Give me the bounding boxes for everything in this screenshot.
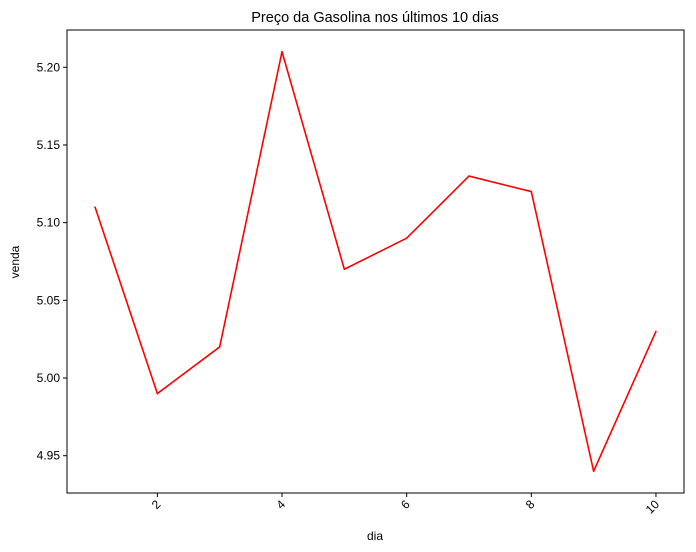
x-axis: 2 4 6 8 10 [149, 493, 662, 517]
x-tick-label: 4 [274, 497, 289, 512]
series-layer [94, 50, 657, 473]
chart-title: Preço da Gasolina nos últimos 10 dias [251, 10, 498, 26]
y-tick-label: 5.00 [37, 371, 61, 385]
data-point [343, 268, 346, 271]
data-point [468, 175, 470, 177]
y-axis: 4.95 5.00 5.05 5.10 5.15 5.20 [37, 60, 67, 463]
data-point [281, 50, 283, 53]
x-tick-label: 10 [643, 497, 663, 517]
x-tick-label: 2 [149, 497, 164, 512]
y-tick-label: 5.20 [37, 60, 61, 74]
data-point [405, 237, 408, 239]
y-axis-label: venda [8, 245, 22, 278]
x-tick-label: 6 [398, 497, 413, 512]
y-tick-label: 5.05 [37, 293, 61, 307]
y-tick-label: 5.10 [37, 216, 61, 230]
x-tick-label: 8 [523, 497, 538, 512]
series-line [94, 50, 657, 473]
data-point [592, 470, 595, 473]
x-axis-label: dia [367, 529, 383, 543]
data-point [156, 392, 159, 395]
data-point [655, 330, 657, 333]
y-tick-label: 5.15 [37, 138, 61, 152]
data-point [530, 190, 533, 193]
data-point [218, 346, 221, 348]
plot-area-frame [66, 29, 685, 494]
y-tick-label: 4.95 [37, 449, 61, 463]
data-point [94, 206, 96, 208]
